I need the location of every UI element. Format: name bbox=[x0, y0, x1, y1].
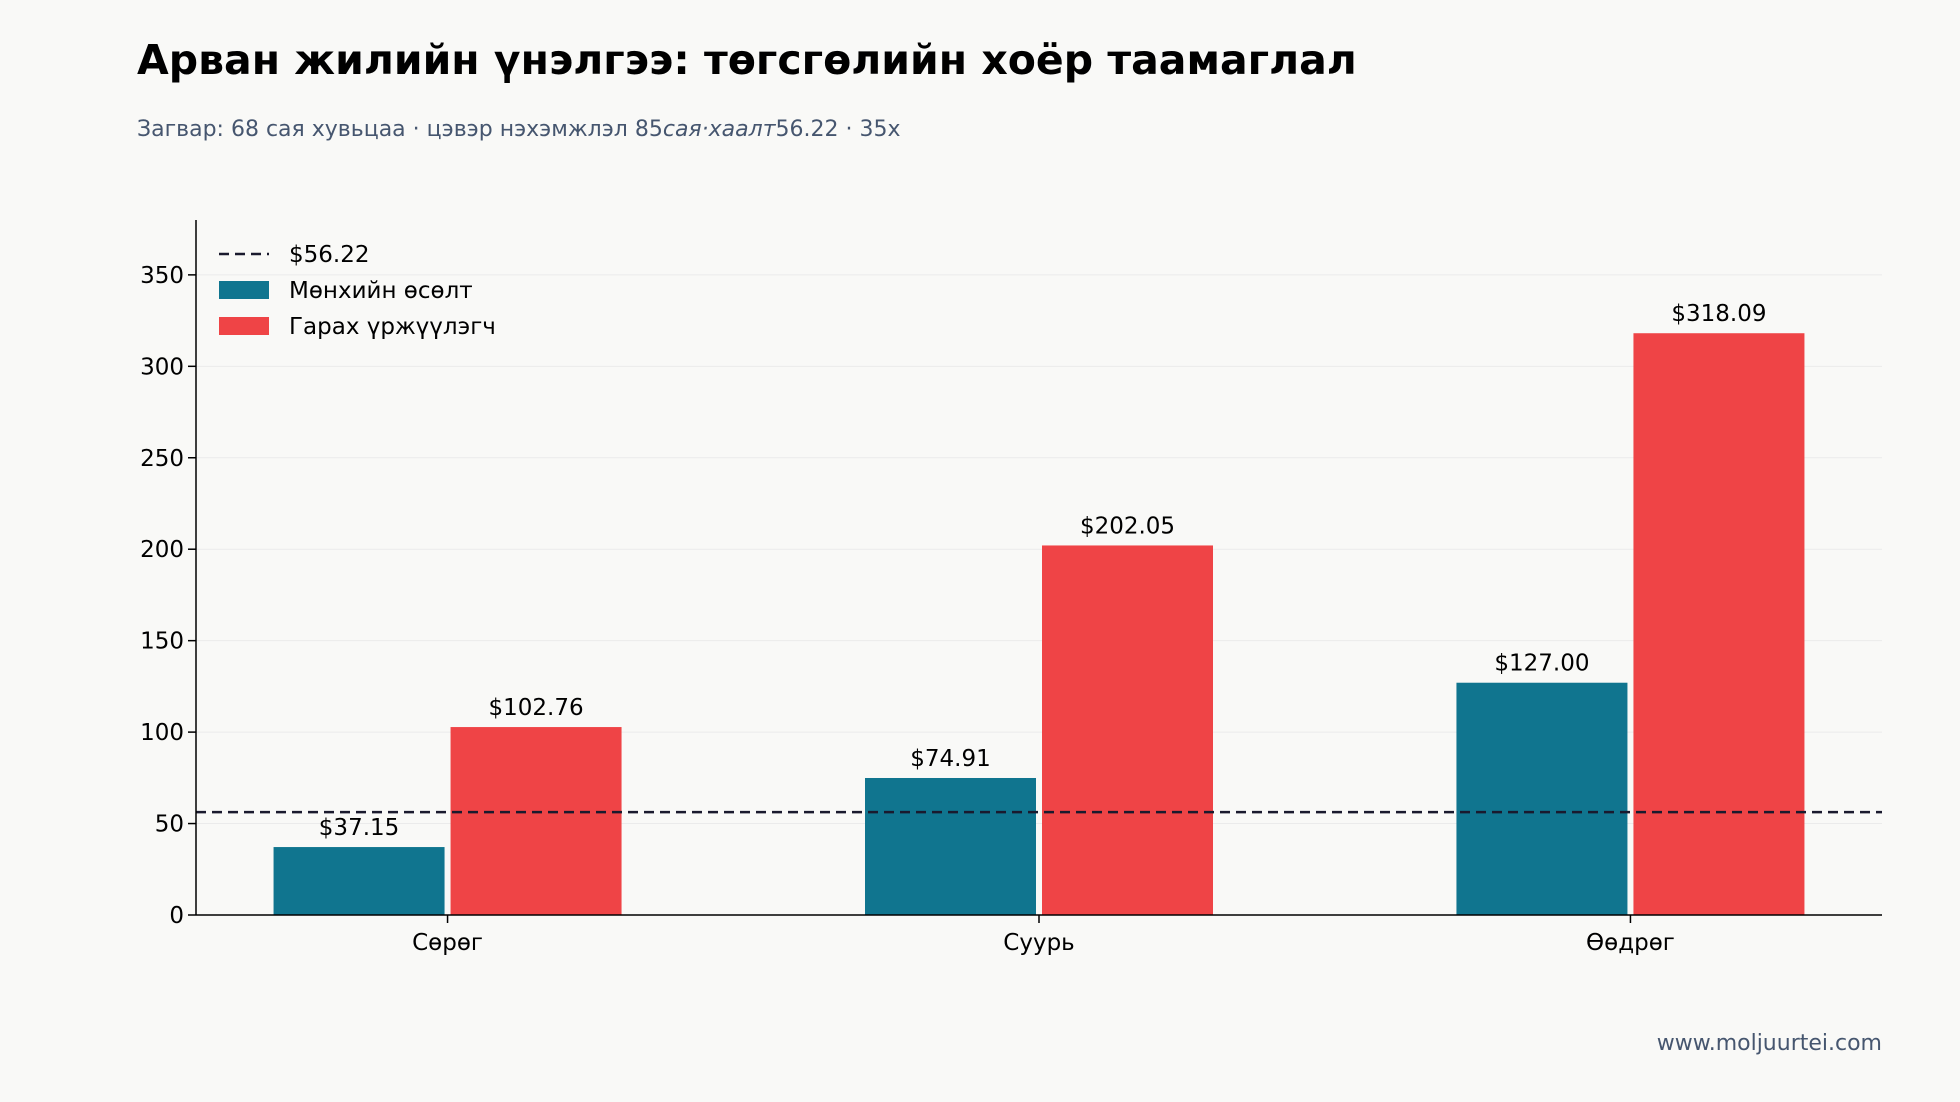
y-tick-label: 0 bbox=[169, 903, 184, 929]
chart-subtitle: Загвар: 68 сая хувьцаа · цэвэр нэхэмжлэл… bbox=[137, 117, 901, 142]
data-label: $127.00 bbox=[1494, 651, 1589, 677]
axes: 0 50 100 150 200 250 300 350 Сөрөг Суурь Өөдрөг bbox=[140, 220, 1882, 956]
legend-label-reference: $56.22 bbox=[289, 242, 369, 268]
legend-swatch bbox=[219, 317, 269, 335]
legend-swatch bbox=[219, 281, 269, 299]
y-tick-label: 200 bbox=[140, 537, 184, 563]
data-label: $202.05 bbox=[1080, 513, 1175, 539]
y-tick-label: 150 bbox=[140, 629, 184, 655]
data-label: $102.76 bbox=[488, 695, 583, 721]
bar bbox=[1456, 682, 1628, 915]
watermark: www.moljuurtei.com bbox=[1656, 1031, 1882, 1056]
bar bbox=[1042, 545, 1213, 915]
bar bbox=[450, 727, 622, 915]
y-tick-label: 300 bbox=[140, 354, 184, 380]
y-tick-label: 250 bbox=[140, 446, 184, 472]
bars bbox=[273, 333, 1805, 916]
chart-subtitle-part2: сая·хаалт bbox=[662, 117, 776, 142]
data-label: $318.09 bbox=[1671, 301, 1766, 327]
legend: $56.22 Мөнхийн өсөлт Гарах үржүүлэгч bbox=[219, 242, 496, 340]
chart-subtitle-part3: 56.22 · 35x bbox=[775, 117, 901, 142]
chart-subtitle-part1: Загвар: 68 сая хувьцаа · цэвэр нэхэмжлэл… bbox=[137, 117, 663, 142]
gridlines bbox=[196, 274, 1882, 825]
data-labels: $37.15 $102.76 $74.91 $202.05 $127.00 $318.09 bbox=[319, 301, 1767, 841]
bar bbox=[273, 847, 445, 915]
x-tick-label: Өөдрөг bbox=[1586, 930, 1675, 956]
bar bbox=[1633, 333, 1805, 916]
legend-label: Мөнхийн өсөлт bbox=[289, 278, 473, 304]
y-tick-label: 100 bbox=[140, 720, 184, 746]
bar bbox=[865, 777, 1036, 915]
chart-title: Арван жилийн үнэлгээ: төгсгөлийн хоёр та… bbox=[137, 36, 1357, 84]
legend-label: Гарах үржүүлэгч bbox=[289, 314, 496, 340]
x-tick-label: Сөрөг bbox=[412, 930, 483, 956]
x-tick-label: Суурь bbox=[1003, 930, 1074, 956]
data-label: $74.91 bbox=[910, 746, 990, 772]
y-tick-label: 350 bbox=[140, 263, 184, 289]
data-label: $37.15 bbox=[319, 815, 399, 841]
y-tick-label: 50 bbox=[155, 812, 184, 838]
